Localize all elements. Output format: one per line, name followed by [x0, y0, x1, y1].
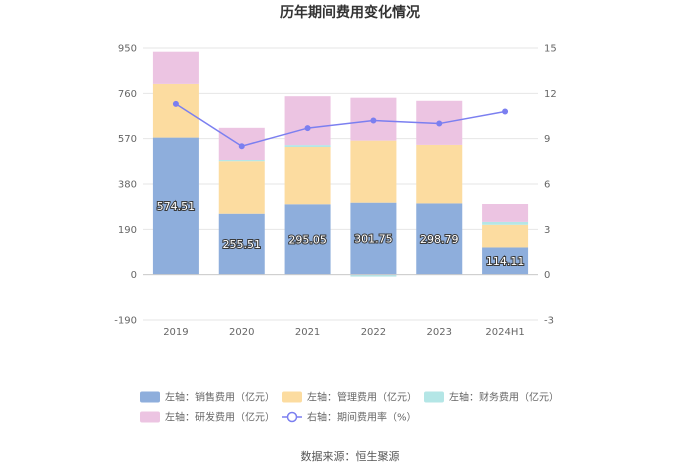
legend-item[interactable]: 右轴：期间费用率（%）: [282, 411, 417, 424]
legend-marker-icon: [286, 411, 298, 423]
legend-label: 左轴：研发费用（亿元）: [165, 411, 275, 424]
legend-swatch-icon: [140, 411, 160, 423]
bar-segment: [350, 202, 397, 275]
bar-series: 574.51 255.51 295.05 301.75 298.79 114.11: [152, 51, 529, 277]
legend-swatch-icon: [424, 391, 444, 403]
legend-item[interactable]: 左轴：销售费用（亿元）: [140, 391, 275, 404]
left-axis-tick-label: 570: [118, 134, 137, 145]
bar-segment: [152, 51, 199, 84]
legend-label: 右轴：期间费用率（%）: [307, 411, 417, 424]
legend-item[interactable]: 左轴：财务费用（亿元）: [424, 391, 559, 404]
bar-data-label: 298.79: [420, 233, 459, 246]
x-axis-tick-label: 2020: [229, 327, 254, 338]
left-axis-tick-label: 380: [118, 180, 137, 191]
legend-label: 左轴：管理费用（亿元）: [307, 391, 417, 404]
expense-rate-point: [370, 117, 377, 124]
bar-segment: [152, 83, 199, 138]
data-source: 数据来源：恒生聚源: [301, 449, 400, 463]
axes: -190 0 190 380 570 760 950 -3 0 3 6 9 12 15 2019 2020 20…: [114, 44, 556, 339]
bar-segment: [350, 274, 397, 277]
expense-rate-point: [502, 108, 509, 115]
left-axis-tick-label: 760: [118, 89, 137, 100]
right-axis-tick-label: 6: [544, 180, 550, 191]
x-axis-tick-label: 2023: [427, 327, 452, 338]
line-series: [172, 100, 509, 150]
bar-segment: [350, 140, 397, 203]
x-axis-tick-label: 2021: [295, 327, 320, 338]
expense-rate-line: [175, 103, 506, 148]
legend-swatch-icon: [140, 391, 160, 403]
bar-segment: [416, 144, 463, 204]
bar-segment: [284, 147, 331, 205]
bar-segment: [284, 204, 331, 275]
bar-segment: [482, 221, 529, 225]
expense-rate-point: [238, 143, 245, 150]
x-axis-tick-label: 2019: [163, 327, 188, 338]
bar-segment: [284, 145, 331, 148]
right-axis-tick-label: -3: [544, 316, 554, 327]
left-axis-tick-label: 190: [118, 225, 137, 236]
bar-segment: [416, 203, 463, 275]
bar-segment: [218, 213, 265, 275]
right-axis-tick-label: 9: [544, 134, 550, 145]
left-axis-tick-label: 950: [118, 44, 137, 55]
bar-data-label: 574.51: [157, 200, 196, 213]
legend-item[interactable]: 左轴：管理费用（亿元）: [282, 391, 417, 404]
bar-data-label: 114.11: [486, 255, 525, 268]
grid-lines: [143, 47, 538, 321]
legend-label: 左轴：财务费用（亿元）: [449, 391, 559, 404]
bar-segment: [482, 247, 529, 275]
bar-segment: [218, 160, 265, 162]
right-axis-tick-label: 12: [544, 89, 557, 100]
bar-data-label: 295.05: [288, 233, 327, 246]
expense-rate-point: [436, 120, 443, 127]
legend[interactable]: 左轴：销售费用（亿元） 左轴：管理费用（亿元） 左轴：财务费用（亿元） 左轴：研发费用…: [140, 391, 559, 424]
bar-segment: [218, 161, 265, 214]
bar-data-label: 301.75: [354, 233, 393, 246]
legend-swatch-icon: [282, 391, 302, 403]
legend-item[interactable]: 左轴：研发费用（亿元）: [140, 411, 275, 424]
expense-rate-point: [172, 100, 179, 107]
x-axis-tick-label: 2022: [361, 327, 386, 338]
right-axis-tick-label: 0: [544, 270, 550, 281]
left-axis-tick-label: -190: [114, 316, 137, 327]
bar-segment: [152, 137, 199, 275]
bar-segment: [482, 204, 529, 222]
left-axis-tick-label: 0: [131, 270, 137, 281]
expense-rate-point: [304, 125, 311, 132]
bar-segment: [284, 96, 331, 146]
legend-label: 左轴：销售费用（亿元）: [165, 391, 275, 404]
x-axis-tick-label: 2024H1: [485, 327, 524, 338]
right-axis-tick-label: 3: [544, 225, 550, 236]
bar-data-label: 255.51: [223, 238, 262, 251]
right-axis-tick-label: 15: [544, 44, 557, 55]
bar-segment: [482, 224, 529, 248]
chart-title: 历年期间费用变化情况: [280, 4, 420, 21]
